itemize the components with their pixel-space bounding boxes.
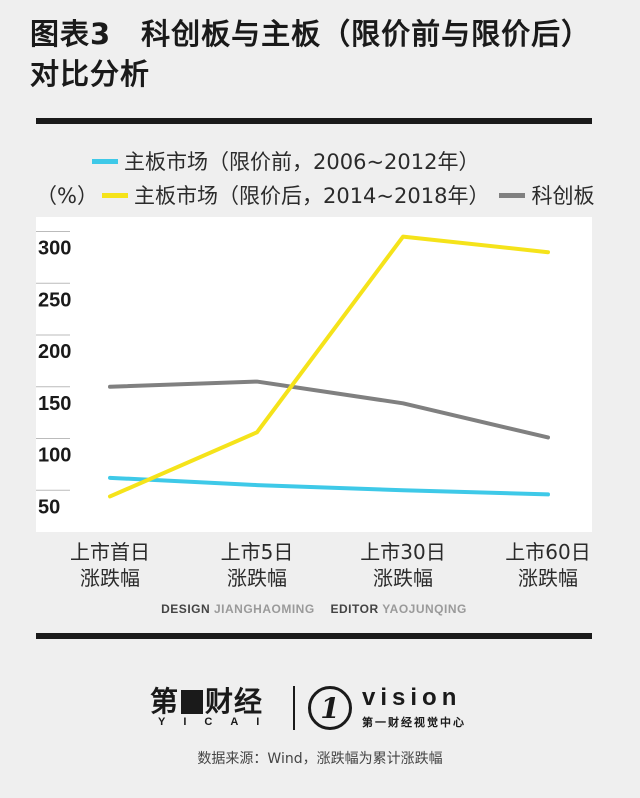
series-group: [108, 234, 550, 499]
y-tick-label: 50: [38, 496, 60, 518]
legend-item-main-before: 主板市场（限价前，2006~2012年）: [92, 146, 479, 176]
design-name: JIANGHAOMING: [214, 602, 315, 616]
legend-item-star-market: 科创板: [499, 180, 594, 210]
x-tick-label: 涨跌幅: [518, 566, 578, 590]
y-tick-label: 150: [38, 393, 71, 415]
legend-label-main-before: 主板市场（限价前，2006~2012年）: [124, 150, 480, 174]
series-line-0: [108, 475, 550, 497]
x-tick-label: 涨跌幅: [80, 566, 140, 590]
legend-row-1: 主板市场（限价前，2006~2012年）: [92, 146, 479, 176]
design-role: DESIGN: [161, 602, 211, 616]
legend-item-main-after: 主板市场（限价后，2014~2018年）: [101, 180, 490, 210]
y-tick-label: 200: [38, 341, 71, 363]
y-tick-label: 300: [38, 238, 71, 260]
chart-title: 图表3 科创板与主板（限价前与限价后）对比分析: [30, 17, 592, 91]
x-tick-label: 涨跌幅: [227, 566, 287, 590]
plot-area: [36, 217, 592, 532]
x-tick-label: 上市30日: [360, 540, 445, 564]
legend-label-main-after: 主板市场（限价后，2014~2018年）: [133, 184, 490, 208]
x-tick-label: 上市首日: [70, 540, 150, 564]
vision-subtitle: 第一财经视觉中心: [362, 716, 466, 729]
x-tick-label: 涨跌幅: [373, 566, 433, 590]
legend-row-2: （%） 主板市场（限价后，2014~2018年） 科创板: [36, 180, 594, 210]
y-tick-label: 100: [38, 445, 71, 467]
yicai-logo-mark: [181, 690, 204, 714]
yicai-logo-rest: 财经: [205, 685, 264, 718]
legend-swatch-main-before: [92, 158, 118, 164]
y-tick-label: 250: [38, 289, 71, 311]
series-line-2: [108, 379, 550, 440]
brand-area: 第财经 YICAI 1 vision 第一财经视觉中心: [0, 676, 640, 736]
series-line-1: [108, 234, 550, 499]
x-tick-label: 上市60日: [505, 540, 590, 564]
vision-logo-icon: 1: [308, 686, 352, 730]
editor-name: YAOJUNQING: [382, 602, 467, 616]
legend-label-star-market: 科创板: [531, 184, 595, 208]
x-tick-label: 上市5日: [221, 540, 294, 564]
credits: DESIGN JIANGHAOMING EDITOR YAOJUNQING: [0, 602, 640, 616]
editor-role: EDITOR: [330, 602, 379, 616]
yicai-logo-sub: YICAI: [158, 716, 278, 728]
legend-swatch-main-after: [101, 192, 128, 198]
bottom-rule: [36, 633, 592, 639]
brand-divider: [293, 686, 295, 730]
vision-wordmark: vision: [362, 684, 462, 711]
top-rule: [36, 118, 592, 124]
legend-swatch-star-market: [499, 192, 526, 198]
data-source: 数据来源：Wind，涨跌幅为累计涨跌幅: [197, 751, 443, 767]
y-axis: 50 100 150 200 250 300: [36, 231, 71, 518]
yicai-logo: 第财经: [150, 680, 263, 720]
yicai-logo-first: 第: [150, 685, 180, 718]
y-unit-label: （%）: [36, 184, 98, 208]
vision-logo-mark: 1: [320, 691, 340, 725]
